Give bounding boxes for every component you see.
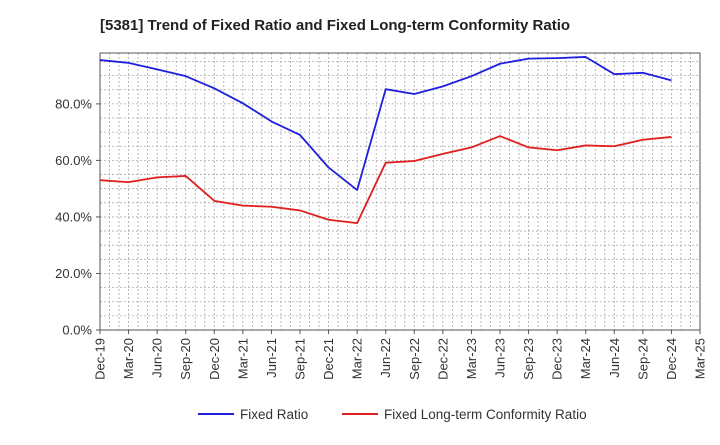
x-tick-label: Sep-20 <box>178 338 193 380</box>
legend-label: Fixed Ratio <box>240 407 308 422</box>
axes: 0.0% 20.0% 40.0% 60.0% 80.0% Dec-19 Mar-20 Jun-… <box>55 52 708 380</box>
x-tick-label: Dec-21 <box>321 338 336 380</box>
plot-border <box>99 52 701 331</box>
x-tick-label: Mar-22 <box>350 338 365 379</box>
x-tick-label: Mar-23 <box>464 338 479 379</box>
plot-area <box>100 53 700 330</box>
y-tick-label: 20.0% <box>55 266 92 281</box>
series-line-fixed-ratio <box>99 56 672 191</box>
legend-label: Fixed Long-term Conformity Ratio <box>384 407 587 422</box>
x-tick-label: Mar-24 <box>578 338 593 379</box>
x-tick-label: Sep-24 <box>635 338 650 380</box>
x-tick-label: Dec-24 <box>664 338 679 380</box>
y-tick-label: 0.0% <box>62 323 92 338</box>
x-tick-label: Dec-22 <box>435 338 450 380</box>
x-tick-label: Jun-23 <box>493 338 508 378</box>
y-tick-label: 40.0% <box>55 209 92 224</box>
x-tick-label: Mar-25 <box>693 338 708 379</box>
x-tick-label: Jun-22 <box>378 338 393 378</box>
x-tick-label: Sep-21 <box>293 338 308 380</box>
x-tick-label: Mar-21 <box>235 338 250 379</box>
x-tick-label: Dec-20 <box>207 338 222 380</box>
series-lines <box>99 56 672 225</box>
y-tick-label: 60.0% <box>55 153 92 168</box>
x-tick-label: Dec-19 <box>93 338 108 380</box>
y-tick-label: 80.0% <box>55 96 92 111</box>
x-tick-label: Sep-23 <box>521 338 536 380</box>
chart-title: [5381] Trend of Fixed Ratio and Fixed Lo… <box>100 17 570 34</box>
x-tick-label: Jun-24 <box>607 338 622 378</box>
x-tick-label: Dec-23 <box>550 338 565 380</box>
x-tick-label: Jun-20 <box>150 338 165 378</box>
legend: Fixed Ratio Fixed Long-term Conformity Ra… <box>198 407 587 422</box>
gridlines <box>100 53 700 330</box>
x-tick-label: Sep-22 <box>407 338 422 380</box>
series-line-fixed-long-term-conformity-ratio <box>99 135 672 225</box>
x-tick-label: Mar-20 <box>121 338 136 379</box>
x-tick-label: Jun-21 <box>264 338 279 378</box>
